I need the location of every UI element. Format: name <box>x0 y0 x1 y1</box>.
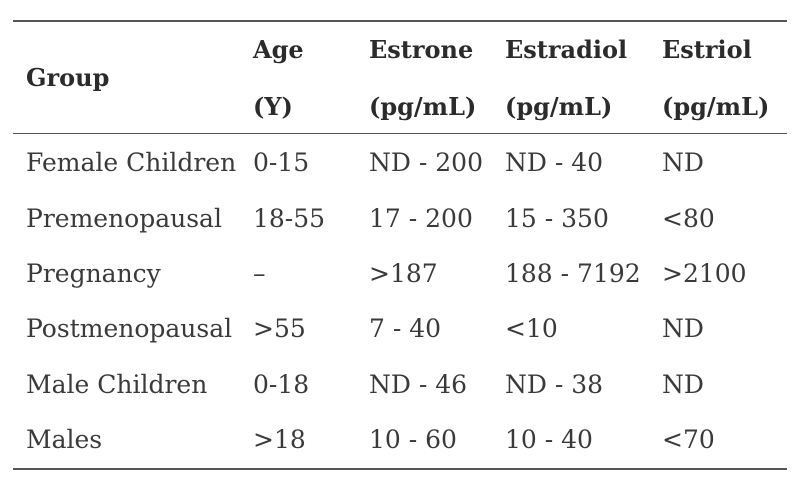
cell-estrone: 10 - 60 <box>369 425 457 454</box>
cell-age: 0-18 <box>253 370 310 399</box>
header-estriol: Estriol <box>662 35 752 64</box>
header-estradiol: Estradiol <box>505 35 628 64</box>
cell-estradiol: 10 - 40 <box>505 425 593 454</box>
cell-estriol: >2100 <box>662 259 747 288</box>
table-header-rule <box>13 133 787 134</box>
cell-estrone: 7 - 40 <box>369 314 442 343</box>
cell-estrone: ND - 46 <box>369 370 468 399</box>
cell-age: >18 <box>253 425 306 454</box>
cell-estriol: ND <box>662 314 704 343</box>
cell-estradiol: <10 <box>505 314 558 343</box>
cell-age: >55 <box>253 314 306 343</box>
cell-age: 0-15 <box>253 148 310 177</box>
cell-estriol: <70 <box>662 425 715 454</box>
cell-estrone: ND - 200 <box>369 148 483 177</box>
header-age-unit: (Y) <box>253 92 293 121</box>
cell-group: Postmenopausal <box>26 314 233 343</box>
cell-group: Female Children <box>26 148 237 177</box>
cell-estradiol: ND - 38 <box>505 370 604 399</box>
cell-estriol: ND <box>662 148 704 177</box>
cell-age: 18-55 <box>253 204 326 233</box>
table-bottom-rule <box>13 468 787 470</box>
cell-estradiol: 15 - 350 <box>505 204 609 233</box>
cell-age: – <box>253 259 266 288</box>
header-age: Age <box>253 35 304 64</box>
cell-group: Premenopausal <box>26 204 222 233</box>
cell-group: Male Children <box>26 370 208 399</box>
table-top-rule <box>13 20 787 22</box>
header-group: Group <box>26 63 110 92</box>
cell-estrone: 17 - 200 <box>369 204 473 233</box>
header-estriol-unit: (pg/mL) <box>662 92 770 121</box>
cell-group: Males <box>26 425 103 454</box>
header-estradiol-unit: (pg/mL) <box>505 92 613 121</box>
cell-estriol: ND <box>662 370 704 399</box>
cell-estradiol: 188 - 7192 <box>505 259 641 288</box>
header-estrone-unit: (pg/mL) <box>369 92 477 121</box>
cell-estriol: <80 <box>662 204 715 233</box>
cell-estradiol: ND - 40 <box>505 148 604 177</box>
cell-group: Pregnancy <box>26 259 161 288</box>
header-estrone: Estrone <box>369 35 474 64</box>
cell-estrone: >187 <box>369 259 438 288</box>
